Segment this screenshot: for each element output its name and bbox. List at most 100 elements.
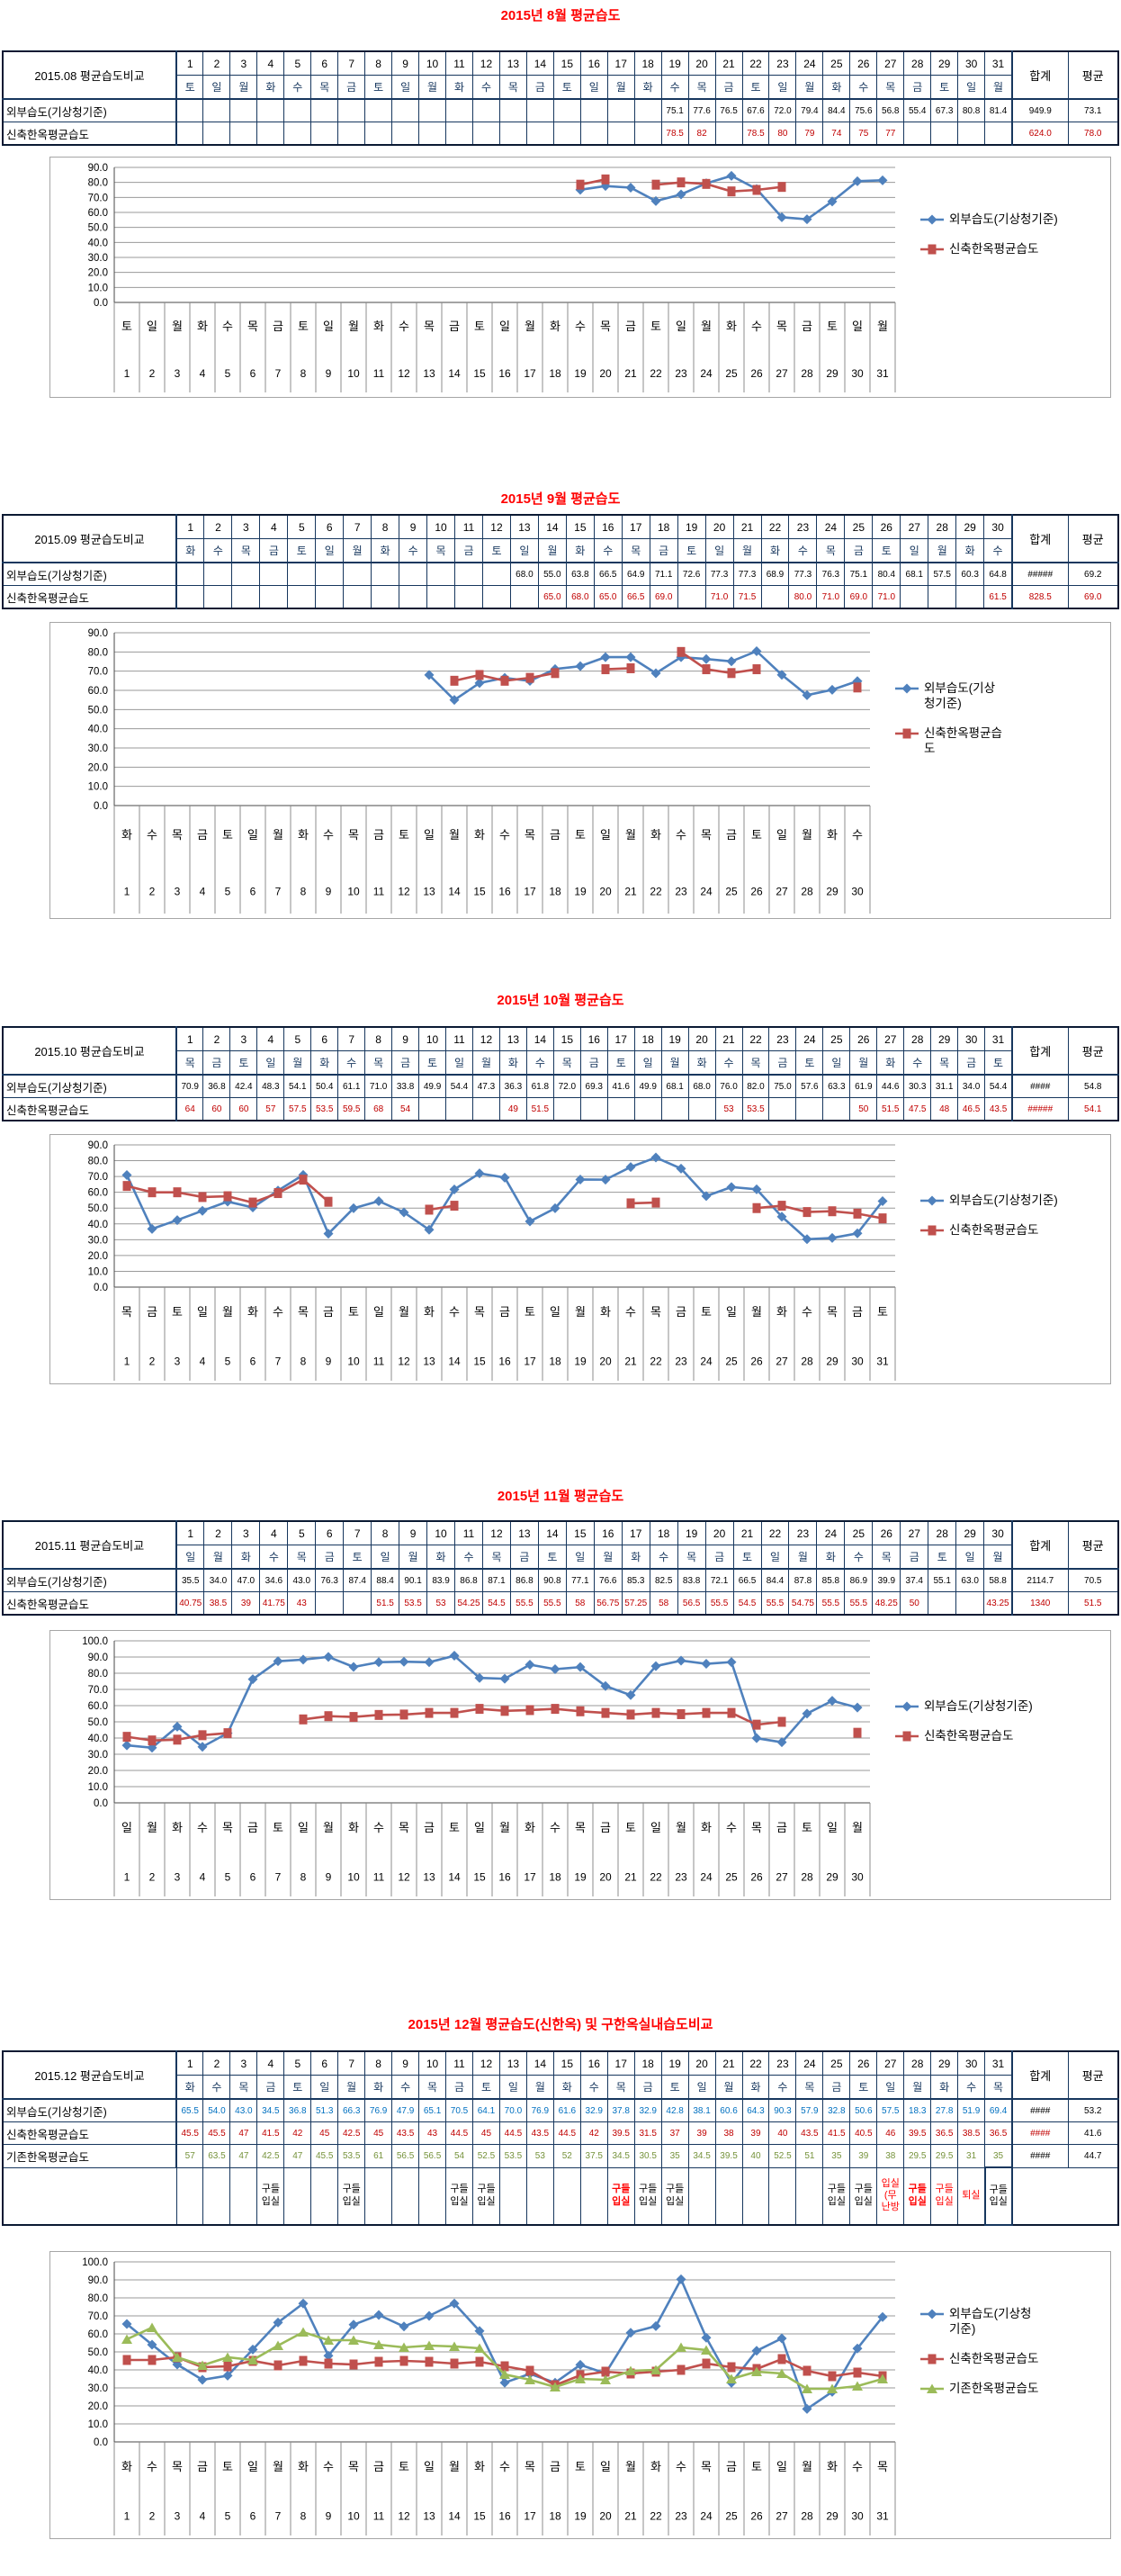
day-header-cell: 29 — [930, 50, 959, 76]
value-cell: 44.5 — [445, 2121, 473, 2145]
weekday-header-cell: 목 — [621, 538, 650, 563]
value-cell: 53.5 — [498, 2144, 527, 2168]
x-day-label: 4 — [200, 1870, 206, 1883]
weekday-header-cell: 수 — [454, 1545, 483, 1570]
row-label: 기존한옥평균습도 — [2, 2144, 177, 2168]
x-weekday-label: 수 — [222, 320, 233, 333]
diamond-marker — [499, 1172, 510, 1183]
value-cell: 68.0 — [687, 1074, 716, 1098]
line-chart-aug: 0.0 10.0 20.0 30.0 40.0 50.0 60.0 70.0 80.0 90.0 토… — [49, 157, 1111, 398]
value-cell: 30.3 — [903, 1074, 932, 1098]
triangle-marker — [827, 2383, 838, 2393]
diamond-marker — [575, 2359, 586, 2370]
square-marker — [374, 2356, 383, 2367]
triangle-marker — [802, 2383, 812, 2393]
x-weekday-label: 목 — [172, 2460, 183, 2473]
x-weekday-label: 금 — [625, 320, 636, 333]
weekday-header-cell: 일 — [565, 1545, 595, 1570]
value-cell — [471, 122, 500, 146]
square-marker — [727, 186, 736, 197]
value-cell: 51.5 — [371, 1591, 400, 1616]
day-header-cell: 25 — [844, 1520, 874, 1545]
value-cell — [391, 98, 420, 122]
day-header-cell: 5 — [287, 1520, 317, 1545]
value-cell: 31 — [957, 2144, 986, 2168]
value-cell: 59.5 — [337, 1097, 366, 1121]
x-weekday-label: 수 — [625, 1305, 636, 1319]
square-marker — [702, 2358, 711, 2369]
day-header-cell: 10 — [418, 50, 447, 76]
note-cell: 구들 입실 — [256, 2166, 285, 2226]
value-cell — [955, 1591, 985, 1616]
x-weekday-label: 목 — [877, 2460, 888, 2473]
x-weekday-label: 수 — [852, 2460, 863, 2473]
value-cell: 72.6 — [677, 562, 706, 586]
diamond-marker — [424, 1657, 435, 1668]
weekday-header-cell: 목 — [481, 1545, 511, 1570]
triangle-marker — [625, 2365, 636, 2375]
value-cell — [364, 98, 393, 122]
x-day-label: 18 — [549, 886, 561, 898]
x-weekday-label: 수 — [575, 320, 586, 333]
weekday-header-cell: 월 — [788, 1545, 818, 1570]
weekday-header-cell: 월 — [471, 1050, 500, 1076]
day-header-cell: 18 — [633, 2050, 662, 2076]
x-day-label: 9 — [326, 886, 332, 898]
value-cell: 35.5 — [175, 1568, 205, 1592]
value-cell: 47.3 — [471, 1074, 500, 1098]
value-cell: 76.9 — [525, 2098, 554, 2122]
diamond-marker — [676, 1163, 686, 1174]
value-cell: 51.9 — [957, 2098, 986, 2122]
value-cell: 76.9 — [364, 2098, 393, 2122]
x-weekday-label: 일 — [852, 320, 863, 333]
weekday-header-cell: 금 — [903, 75, 932, 100]
value-cell: 53 — [426, 1591, 456, 1616]
day-header-cell: 31 — [984, 2050, 1013, 2076]
diamond-marker — [525, 1659, 535, 1670]
value-cell: 69.3 — [579, 1074, 608, 1098]
humidity-table-october: 2015.10 평균습도비교 1 2 3 4 5 6 7 8 9 10 11 12 13 14 15 16 17 1… — [0, 1026, 1121, 1121]
weekday-header-cell: 월 — [203, 1545, 233, 1570]
section-august: 2015년 8월 평균습도 2015.08 평균습도비교 1 2 3 4 5 6 7 8 9 10 1… — [0, 5, 1121, 402]
weekday-header-cell: 화 — [816, 1545, 846, 1570]
value-cell: 57.5 — [928, 562, 957, 586]
day-header-cell: 23 — [768, 50, 797, 76]
y-tick-label: 100.0 — [82, 2257, 108, 2268]
x-day-label: 17 — [524, 1355, 536, 1367]
value-cell: 40 — [768, 2121, 797, 2145]
day-header-cell: 1 — [175, 50, 204, 76]
value-cell: 56.5 — [391, 2144, 420, 2168]
x-weekday-label: 토 — [222, 828, 233, 842]
day-header-cell: 20 — [687, 50, 716, 76]
value-cell: 48 — [930, 1097, 959, 1121]
x-weekday-label: 토 — [625, 1821, 636, 1834]
total-cell: 2114.7 — [1011, 1568, 1069, 1592]
value-cell — [337, 122, 366, 146]
x-weekday-label: 금 — [852, 1305, 863, 1319]
value-cell — [552, 122, 581, 146]
diamond-marker — [802, 1708, 812, 1719]
x-weekday-label: 목 — [827, 1305, 838, 1319]
diamond-marker — [499, 1673, 510, 1684]
x-day-label: 12 — [398, 886, 410, 898]
value-cell — [606, 98, 635, 122]
value-cell: 90.8 — [537, 1568, 567, 1592]
diamond-marker — [424, 1224, 435, 1235]
legend-label: 기존한옥평균습도 — [949, 2382, 1038, 2395]
day-header-cell: 19 — [660, 2050, 689, 2076]
legend-label: 신축한옥평균습도 — [949, 242, 1038, 256]
value-cell: 51.5 — [876, 1097, 905, 1121]
value-cell: 77.3 — [704, 562, 734, 586]
day-header-cell: 16 — [593, 514, 623, 539]
value-cell — [955, 585, 985, 609]
value-cell: 46 — [876, 2121, 905, 2145]
humidity-table-august: 2015.08 평균습도비교 1 2 3 4 5 6 7 8 9 10 11 12 13 14 15 16 17 1… — [0, 50, 1121, 146]
weekday-header-cell: 월 — [928, 538, 957, 563]
value-cell: 69.4 — [984, 2098, 1013, 2122]
y-axis-labels: 0.0 10.0 20.0 30.0 40.0 50.0 60.0 70.0 80.0 90.0 — [88, 163, 108, 309]
weekday-header-cell: 토 — [849, 2075, 878, 2100]
x-day-label: 5 — [225, 367, 231, 380]
value-cell — [454, 585, 483, 609]
value-cell: 66.5 — [732, 1568, 762, 1592]
x-weekday-label: 화 — [298, 2460, 309, 2473]
